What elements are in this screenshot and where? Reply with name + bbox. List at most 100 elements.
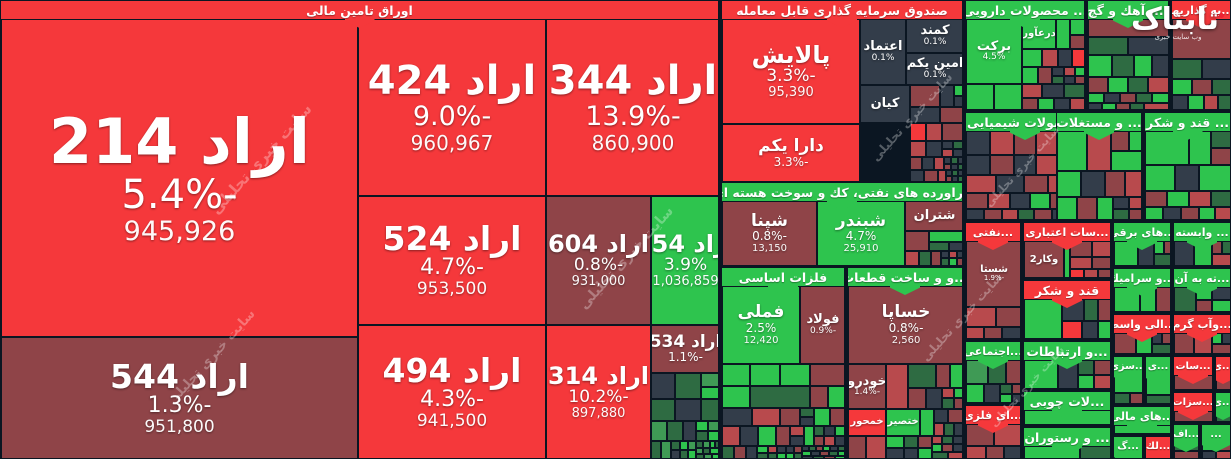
micro-tile[interactable]	[824, 436, 835, 446]
micro-tile[interactable]	[1081, 171, 1105, 197]
micro-tile[interactable]	[1014, 131, 1036, 155]
micro-tile[interactable]	[786, 453, 794, 458]
micro-tile[interactable]	[1152, 55, 1168, 77]
micro-tile[interactable]	[1181, 207, 1199, 219]
micro-tile[interactable]	[1075, 67, 1084, 76]
micro-tile[interactable]	[1104, 93, 1120, 103]
micro-tile[interactable]	[1057, 171, 1081, 197]
micro-tile[interactable]	[703, 441, 710, 448]
micro-tile[interactable]	[932, 444, 942, 452]
micro-tile[interactable]	[809, 446, 816, 451]
micro-tile[interactable]	[1152, 344, 1170, 353]
sector-hot-water[interactable]: ...وآب گرم	[1173, 314, 1231, 354]
micro-tile[interactable]	[1152, 333, 1162, 344]
micro-tile[interactable]	[966, 384, 984, 402]
micro-tile[interactable]	[1088, 37, 1128, 55]
micro-tile[interactable]	[1174, 287, 1196, 311]
micro-tile[interactable]	[952, 170, 958, 176]
tile-khemehvar[interactable]: خمحور	[848, 409, 886, 436]
micro-tile[interactable]	[710, 441, 715, 448]
sector-social[interactable]: ...اجتماعی	[965, 341, 1021, 403]
tile-arad-344[interactable]: اراد 344 -13.9% 860,900	[546, 19, 718, 196]
tile-kian[interactable]: کیان	[860, 85, 910, 123]
micro-tile[interactable]	[1222, 241, 1230, 254]
micro-tile[interactable]	[1024, 360, 1058, 388]
micro-tile[interactable]	[651, 373, 675, 399]
micro-tile[interactable]	[696, 454, 704, 458]
micro-tile[interactable]	[1212, 241, 1222, 254]
micro-tile[interactable]	[701, 387, 718, 399]
micro-tile[interactable]	[704, 454, 712, 458]
micro-tile[interactable]	[1024, 299, 1062, 338]
micro-tile[interactable]	[1114, 287, 1140, 311]
micro-tile[interactable]	[1202, 443, 1216, 451]
micro-tile[interactable]	[938, 170, 946, 181]
micro-tile[interactable]	[701, 399, 718, 421]
micro-tile[interactable]	[984, 384, 1000, 402]
micro-tile[interactable]	[1218, 95, 1230, 109]
micro-tile[interactable]	[1222, 333, 1230, 344]
micro-tile[interactable]	[1012, 384, 1020, 394]
micro-tile[interactable]	[1114, 425, 1170, 433]
micro-tile[interactable]	[990, 155, 1014, 175]
micro-tile[interactable]	[1162, 333, 1170, 344]
sector-misc-d[interactable]: ...سات	[1173, 356, 1213, 390]
micro-tile[interactable]	[1167, 191, 1189, 207]
micro-tile[interactable]	[910, 170, 924, 181]
micro-tile[interactable]	[1088, 103, 1102, 109]
micro-tile[interactable]	[924, 170, 938, 181]
micro-tile[interactable]	[838, 451, 844, 456]
micro-tile[interactable]	[1204, 95, 1218, 109]
micro-tile[interactable]	[1078, 360, 1094, 375]
micro-tile[interactable]	[1056, 19, 1070, 49]
micro-tile[interactable]	[804, 426, 814, 446]
sector-misc-g[interactable]: ...ی	[1215, 392, 1231, 422]
micro-tile[interactable]	[661, 441, 671, 458]
micro-tile[interactable]	[651, 421, 667, 441]
micro-tile[interactable]	[675, 373, 701, 399]
sector-oil-sub[interactable]: ...نفتی شستا -1.9%	[965, 222, 1021, 339]
micro-tile[interactable]	[1012, 394, 1020, 402]
tile-palayesh[interactable]: پالایش -3.3% 95,390	[722, 19, 860, 124]
micro-tile[interactable]	[1062, 299, 1084, 321]
micro-tile[interactable]	[701, 373, 718, 387]
tile-shepna[interactable]: شپنا -0.8% 13,150	[722, 201, 817, 266]
micro-tile[interactable]	[942, 149, 953, 157]
micro-tile[interactable]	[1082, 321, 1098, 338]
micro-tile[interactable]	[675, 399, 701, 421]
micro-tile[interactable]	[1024, 446, 1080, 458]
micro-tile[interactable]	[1098, 321, 1110, 338]
micro-tile[interactable]	[835, 436, 844, 446]
micro-tile[interactable]	[1097, 197, 1113, 219]
micro-tile[interactable]	[752, 408, 780, 426]
micro-tile[interactable]	[1102, 103, 1116, 109]
micro-tile[interactable]	[908, 388, 926, 409]
micro-tile[interactable]	[813, 456, 824, 458]
micro-tile[interactable]	[931, 251, 941, 266]
micro-tile[interactable]	[1057, 131, 1087, 171]
micro-tile[interactable]	[1134, 55, 1152, 77]
micro-tile[interactable]	[790, 426, 804, 436]
micro-tile[interactable]	[944, 164, 951, 170]
micro-tile[interactable]	[800, 417, 814, 426]
micro-tile[interactable]	[1199, 207, 1215, 219]
micro-tile[interactable]	[966, 193, 988, 209]
micro-tile[interactable]	[1108, 77, 1128, 93]
micro-tile[interactable]	[1129, 209, 1141, 219]
micro-tile[interactable]	[1189, 191, 1211, 207]
micro-tile[interactable]	[986, 446, 1004, 458]
micro-tile[interactable]	[722, 386, 750, 408]
micro-tile[interactable]	[1194, 241, 1212, 265]
micro-tile[interactable]	[1145, 131, 1189, 165]
sector-dependent[interactable]: ... وابسته	[1173, 222, 1231, 266]
micro-tile[interactable]	[1111, 151, 1141, 171]
micro-tile[interactable]	[994, 424, 1020, 446]
micro-tile[interactable]	[910, 157, 922, 170]
micro-tile[interactable]	[1129, 197, 1141, 209]
micro-tile[interactable]	[966, 307, 996, 327]
micro-tile[interactable]	[1064, 76, 1075, 84]
micro-tile[interactable]	[1064, 84, 1084, 98]
micro-tile[interactable]	[1112, 55, 1134, 77]
micro-tile[interactable]	[830, 408, 844, 426]
micro-tile[interactable]	[952, 176, 958, 181]
